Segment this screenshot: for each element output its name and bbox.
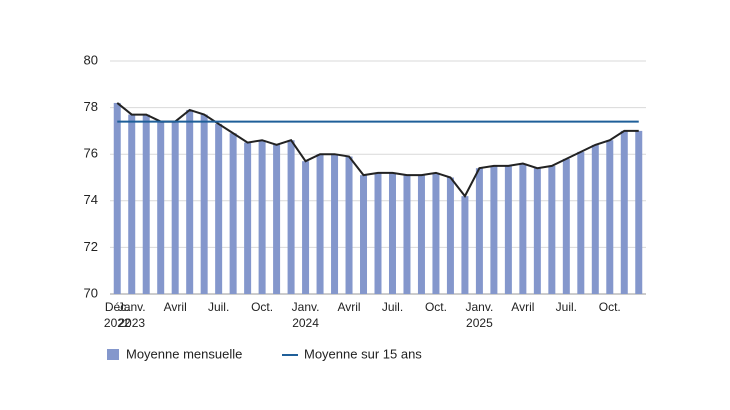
y-tick-label: 80 <box>84 52 98 67</box>
bar <box>388 172 396 294</box>
x-tick-label: Juil. <box>556 300 577 314</box>
legend-label: Moyenne sur 15 ans <box>304 346 422 361</box>
y-tick-label: 78 <box>84 99 98 114</box>
legend-label: Moyenne mensuelle <box>126 346 242 361</box>
x-tick-label: Janv. 2024 <box>292 300 320 330</box>
line <box>116 102 639 198</box>
bar <box>273 144 281 294</box>
bar <box>591 144 599 294</box>
bar <box>461 196 469 294</box>
bar <box>287 140 295 294</box>
bar <box>331 154 339 294</box>
bar <box>374 172 382 294</box>
bar <box>142 114 150 294</box>
bar <box>577 151 585 294</box>
bar <box>186 109 194 295</box>
bar <box>360 175 368 294</box>
bar <box>533 168 541 294</box>
bar <box>157 121 165 294</box>
bar <box>417 175 425 294</box>
bar <box>504 165 512 294</box>
x-tick-label: Juil. <box>382 300 403 314</box>
bar <box>620 130 628 294</box>
bar <box>606 140 614 294</box>
x-tick-label: Avril <box>164 300 187 314</box>
bar <box>171 121 179 294</box>
bar <box>302 161 310 294</box>
x-tick-label: Déc. 2022 <box>104 300 131 330</box>
x-tick-label: Janv. 2025 <box>466 300 494 330</box>
bar <box>403 175 411 294</box>
bar <box>519 163 527 294</box>
bar <box>635 130 643 294</box>
bar <box>490 165 498 294</box>
y-tick-label: 76 <box>84 146 98 161</box>
x-tick-label: Avril <box>511 300 534 314</box>
x-tick-label: Oct. <box>599 300 621 314</box>
bar <box>345 156 353 294</box>
x-tick-label: Juil. <box>208 300 229 314</box>
bar <box>316 154 324 294</box>
bar <box>475 168 483 294</box>
bar <box>446 177 454 294</box>
bar <box>128 114 136 294</box>
bar <box>562 158 570 294</box>
bar <box>113 102 121 294</box>
bar <box>215 123 223 294</box>
bar <box>244 142 252 294</box>
x-tick-label: Oct. <box>425 300 447 314</box>
x-tick-label: Avril <box>337 300 360 314</box>
bar <box>548 165 556 294</box>
y-tick-label: 70 <box>84 285 98 300</box>
bar <box>200 114 208 294</box>
legend-swatch <box>107 349 119 360</box>
x-tick-label: Oct. <box>251 300 273 314</box>
bar <box>229 133 237 294</box>
x-tick-label: Janv. 2023 <box>118 300 146 330</box>
bar <box>258 140 266 294</box>
bar <box>432 172 440 294</box>
y-tick-label: 72 <box>84 239 98 254</box>
y-tick-label: 74 <box>84 192 98 207</box>
